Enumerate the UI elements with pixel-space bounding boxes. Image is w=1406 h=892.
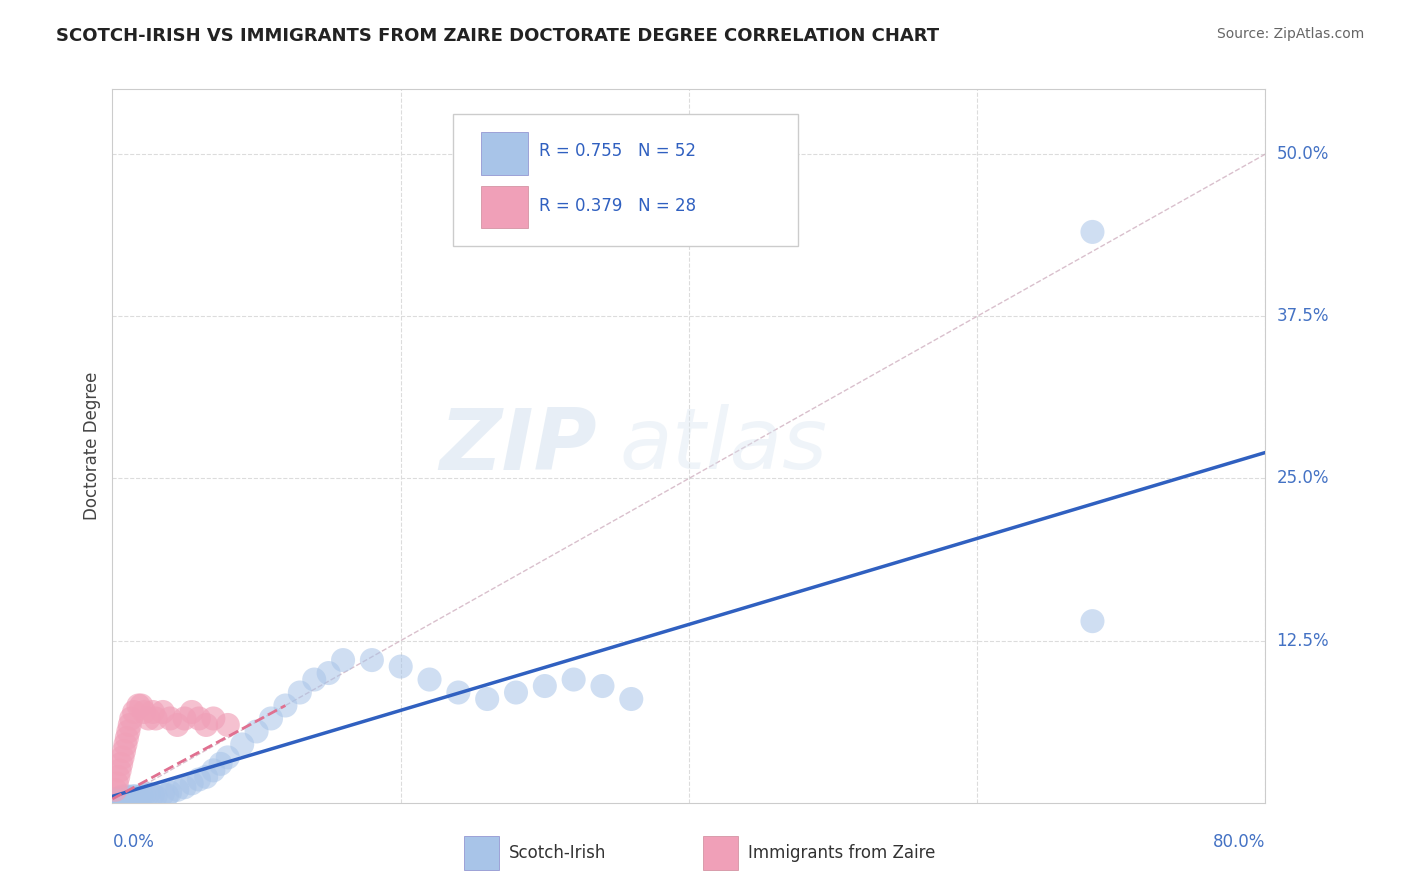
Text: 50.0%: 50.0% — [1277, 145, 1329, 163]
Point — [142, 788, 165, 802]
Point — [122, 792, 145, 806]
Point — [112, 744, 135, 758]
Point — [104, 793, 127, 807]
Point — [188, 772, 211, 787]
Point — [152, 705, 174, 719]
Point — [145, 789, 167, 804]
Point — [118, 718, 141, 732]
Point — [152, 787, 174, 801]
Point — [173, 711, 195, 725]
FancyBboxPatch shape — [481, 186, 527, 228]
Point — [129, 698, 153, 713]
Point — [389, 659, 412, 673]
Point — [1081, 225, 1104, 239]
Point — [111, 750, 134, 764]
Point — [360, 653, 382, 667]
Point — [159, 711, 181, 725]
Point — [114, 792, 136, 806]
Text: 37.5%: 37.5% — [1277, 307, 1329, 326]
Text: Scotch-Irish: Scotch-Irish — [509, 844, 606, 862]
Text: 25.0%: 25.0% — [1277, 469, 1329, 487]
Point — [620, 692, 643, 706]
Point — [105, 776, 128, 790]
Text: R = 0.379   N = 28: R = 0.379 N = 28 — [538, 196, 696, 214]
Point — [134, 705, 156, 719]
Point — [231, 738, 253, 752]
Point — [188, 711, 211, 725]
Point — [533, 679, 555, 693]
Point — [117, 790, 139, 805]
Point — [110, 792, 132, 806]
Point — [217, 718, 239, 732]
Point — [195, 718, 218, 732]
Point — [475, 692, 498, 706]
Point — [107, 770, 129, 784]
Point — [110, 756, 132, 771]
Point — [121, 789, 143, 804]
Point — [505, 685, 527, 699]
Point — [134, 788, 156, 802]
Point — [115, 789, 138, 804]
Point — [447, 685, 470, 699]
FancyBboxPatch shape — [481, 132, 527, 175]
Point — [202, 711, 225, 725]
Point — [118, 792, 141, 806]
Point — [138, 711, 160, 725]
Point — [108, 764, 131, 778]
Text: Source: ZipAtlas.com: Source: ZipAtlas.com — [1216, 27, 1364, 41]
Point — [105, 792, 128, 806]
Point — [195, 770, 218, 784]
Text: 12.5%: 12.5% — [1277, 632, 1329, 649]
Point — [107, 793, 129, 807]
Text: 80.0%: 80.0% — [1213, 833, 1265, 851]
Point — [124, 789, 146, 804]
Point — [260, 711, 283, 725]
Point — [304, 673, 326, 687]
Point — [419, 673, 441, 687]
Point — [159, 785, 181, 799]
Text: ZIP: ZIP — [439, 404, 596, 488]
Point — [562, 673, 585, 687]
Y-axis label: Doctorate Degree: Doctorate Degree — [83, 372, 101, 520]
Point — [111, 789, 134, 804]
Point — [120, 711, 142, 725]
Text: R = 0.755   N = 52: R = 0.755 N = 52 — [538, 143, 696, 161]
Point — [245, 724, 267, 739]
Point — [274, 698, 297, 713]
Point — [156, 788, 179, 802]
Point — [592, 679, 614, 693]
Point — [138, 787, 160, 801]
Point — [180, 776, 202, 790]
Point — [122, 705, 145, 719]
Point — [104, 782, 127, 797]
Point — [173, 780, 195, 795]
Point — [166, 718, 188, 732]
Text: atlas: atlas — [620, 404, 828, 488]
Point — [202, 764, 225, 778]
Point — [180, 705, 202, 719]
FancyBboxPatch shape — [453, 114, 799, 246]
Point — [318, 666, 340, 681]
Point — [142, 705, 165, 719]
Point — [127, 698, 149, 713]
Point — [114, 738, 136, 752]
Point — [166, 782, 188, 797]
Text: 0.0%: 0.0% — [112, 833, 155, 851]
Point — [108, 790, 131, 805]
Text: SCOTCH-IRISH VS IMMIGRANTS FROM ZAIRE DOCTORATE DEGREE CORRELATION CHART: SCOTCH-IRISH VS IMMIGRANTS FROM ZAIRE DO… — [56, 27, 939, 45]
Point — [332, 653, 354, 667]
Point — [120, 790, 142, 805]
Point — [209, 756, 232, 771]
Point — [117, 724, 139, 739]
Point — [145, 711, 167, 725]
Point — [288, 685, 311, 699]
Point — [127, 790, 149, 805]
Point — [115, 731, 138, 745]
Text: Immigrants from Zaire: Immigrants from Zaire — [748, 844, 935, 862]
Point — [112, 790, 135, 805]
Point — [129, 789, 153, 804]
Point — [217, 750, 239, 764]
Point — [1081, 614, 1104, 628]
